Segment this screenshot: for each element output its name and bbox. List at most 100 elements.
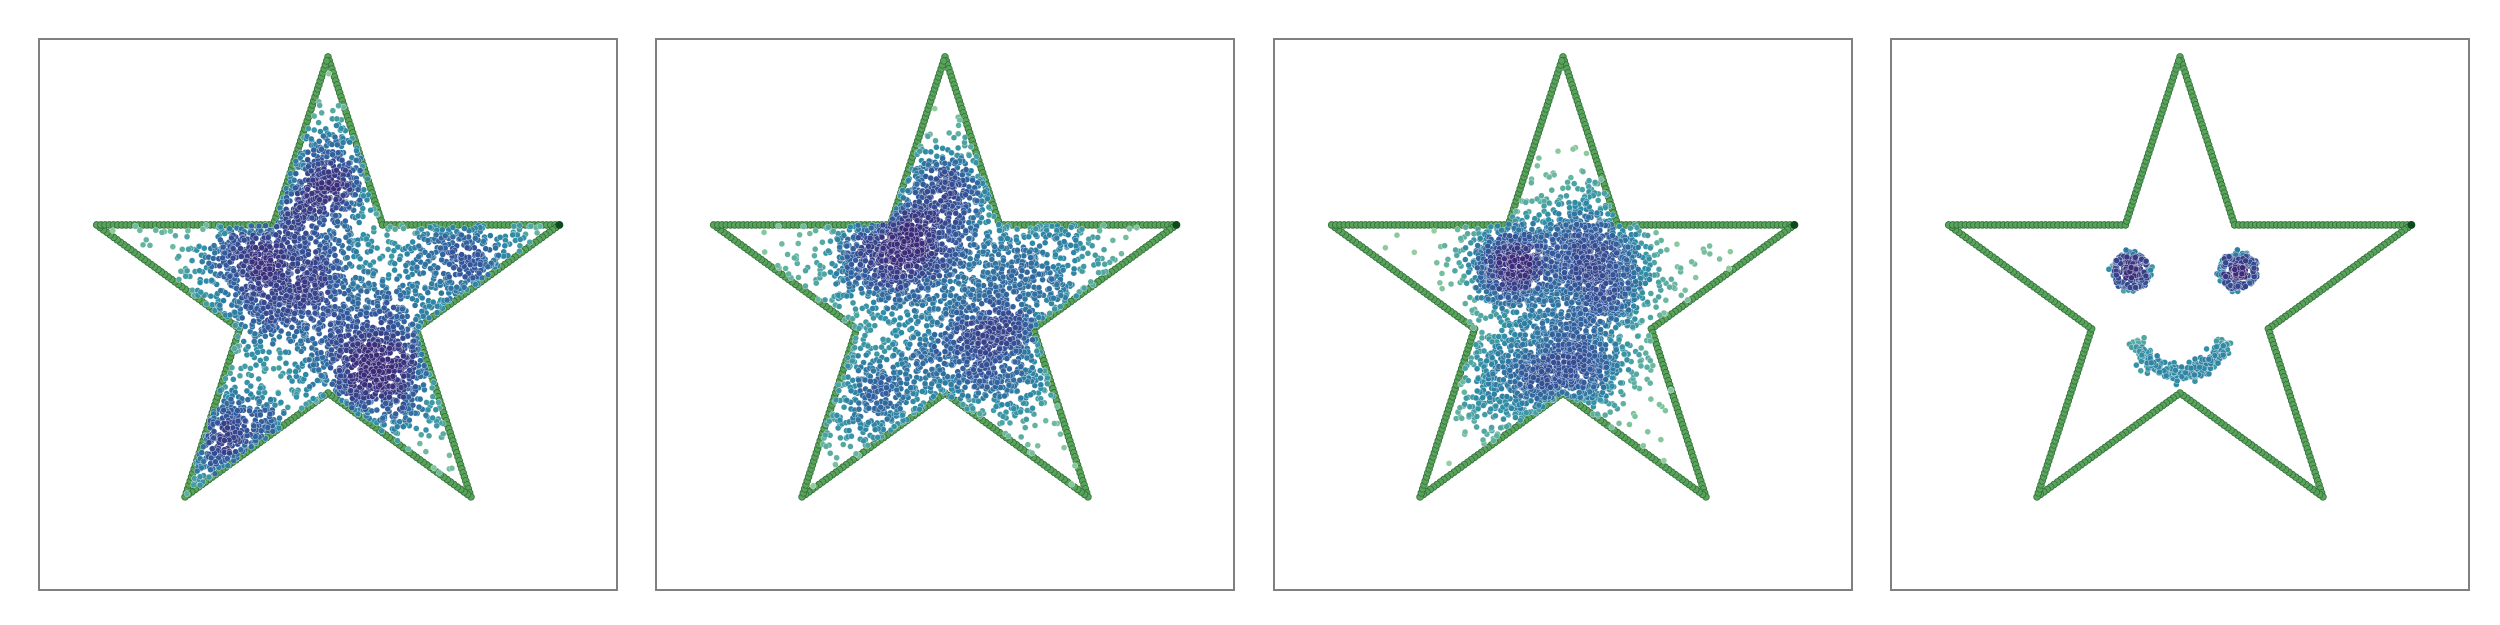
data-point: [357, 287, 365, 294]
data-point: [833, 412, 841, 419]
data-point: [250, 317, 257, 325]
boundary-marker: [322, 57, 331, 65]
data-point: [461, 284, 468, 291]
data-point: [1035, 314, 1042, 321]
data-point: [175, 253, 182, 260]
data-point: [1038, 400, 1045, 407]
data-point: [331, 288, 338, 295]
data-point: [298, 405, 305, 412]
data-point: [844, 354, 851, 361]
data-point: [500, 252, 507, 260]
data-point: [230, 267, 237, 274]
data-point: [516, 242, 524, 249]
data-point: [1060, 444, 1068, 451]
data-point: [390, 323, 397, 330]
data-point: [516, 248, 523, 255]
data-point: [377, 330, 385, 337]
data-point: [905, 177, 912, 184]
data-point: [378, 392, 385, 400]
data-point: [296, 243, 304, 250]
data-point: [316, 208, 323, 215]
data-point: [374, 302, 381, 310]
data-point: [363, 235, 370, 243]
data-point: [821, 296, 829, 304]
data-point: [239, 268, 247, 275]
data-point: [325, 70, 332, 77]
data-point: [393, 397, 400, 404]
data-point: [333, 115, 341, 123]
data-point: [425, 432, 433, 439]
data-point: [932, 137, 939, 144]
data-point: [1006, 419, 1014, 427]
data-point: [199, 258, 206, 265]
data-point: [784, 251, 791, 258]
data-point: [360, 356, 368, 363]
data-point: [200, 443, 207, 450]
data-point: [352, 191, 359, 198]
data-point: [307, 315, 315, 322]
data-point: [230, 245, 237, 252]
data-point: [427, 265, 434, 272]
data-point: [447, 285, 455, 292]
data-point: [1044, 374, 1051, 382]
data-point: [250, 422, 257, 430]
data-point: [933, 153, 940, 160]
data-point: [288, 324, 296, 331]
data-point: [998, 419, 1006, 426]
data-point: [509, 231, 516, 239]
data-point: [795, 274, 802, 281]
data-point: [354, 186, 362, 193]
data-point: [220, 406, 227, 414]
data-point: [311, 290, 319, 297]
data-point: [1051, 420, 1058, 427]
data-point: [275, 424, 283, 432]
data-point: [476, 270, 483, 277]
data-point: [1044, 380, 1051, 387]
data-point: [492, 244, 499, 252]
data-point: [244, 343, 252, 350]
data-point: [256, 285, 263, 292]
data-point: [825, 247, 832, 255]
data-point: [908, 325, 916, 332]
data-point: [354, 340, 361, 348]
data-point: [288, 190, 295, 198]
data-point: [276, 301, 283, 308]
data-point: [827, 238, 834, 245]
data-point: [269, 428, 276, 435]
data-point: [284, 230, 292, 237]
data-point: [267, 270, 274, 278]
data-point: [1053, 234, 1060, 242]
data-point: [835, 387, 842, 394]
data-point: [1095, 260, 1102, 267]
data-point: [294, 268, 301, 275]
data-point: [309, 395, 317, 402]
data-point: [275, 390, 282, 397]
data-point: [847, 387, 855, 394]
data-point: [421, 362, 428, 369]
data-point: [314, 377, 321, 384]
data-point: [265, 349, 273, 356]
data-point: [353, 147, 360, 154]
data-point: [282, 360, 290, 367]
data-point: [109, 227, 116, 234]
data-point: [398, 313, 406, 320]
data-point: [308, 190, 316, 197]
data-point: [442, 232, 449, 240]
data-point: [329, 355, 337, 363]
data-point: [476, 261, 484, 268]
data-point: [923, 322, 930, 329]
data-point: [425, 314, 433, 322]
data-point: [146, 242, 154, 249]
data-point: [400, 359, 408, 366]
data-point: [183, 267, 191, 275]
data-point: [383, 334, 390, 342]
data-point: [945, 129, 953, 137]
data-point: [422, 261, 429, 268]
data-point: [267, 257, 274, 264]
data-point: [231, 345, 238, 352]
data-point: [896, 321, 903, 329]
data-point: [384, 405, 391, 413]
scatter-plot-2: [709, 53, 1181, 501]
data-point: [899, 411, 906, 419]
data-point: [383, 231, 391, 239]
